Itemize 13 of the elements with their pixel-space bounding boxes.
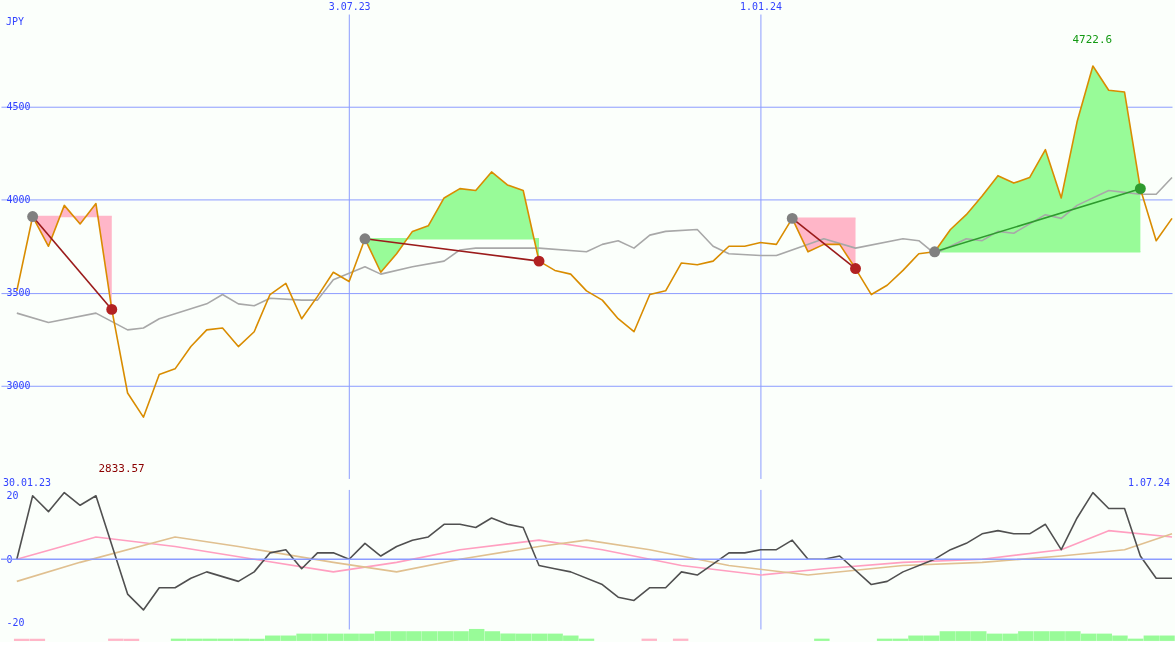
annotation: 30.01.23	[2, 477, 51, 489]
y-tick-label: 20	[6, 490, 19, 502]
x-tick-label: 1.01.24	[740, 0, 783, 12]
annotation: 1.07.24	[1128, 477, 1171, 489]
y-tick-label: 4000	[6, 194, 31, 206]
y-tick-label: -20	[6, 617, 25, 629]
y-tick-label: 3000	[6, 380, 31, 392]
annotation: 2833.57	[98, 462, 145, 476]
x-tick-label: 3.07.23	[328, 0, 371, 12]
y-tick-label: 3500	[6, 287, 31, 299]
y-tick-label: 4500	[6, 101, 31, 113]
y-axis-title: JPY	[5, 16, 24, 28]
annotation: 4722.6	[1072, 32, 1113, 46]
